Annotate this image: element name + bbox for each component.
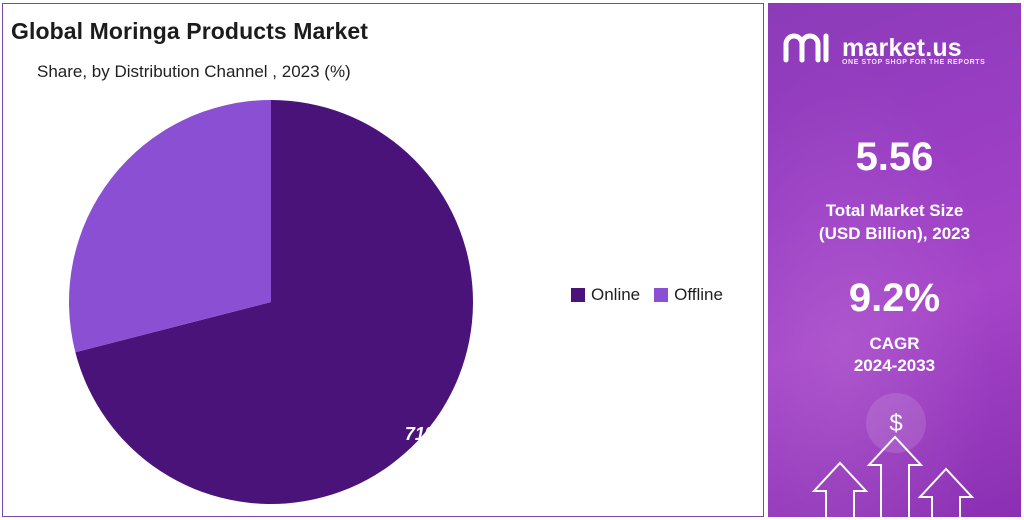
growth-arrows-icon: $	[811, 393, 975, 517]
chart-legend: Online Offline	[571, 285, 737, 305]
legend-label-online: Online	[591, 285, 641, 304]
brand-tagline: ONE STOP SHOP FOR THE REPORTS	[842, 59, 986, 66]
chart-panel: Global Moringa Products Market Share, by…	[2, 3, 764, 517]
pie-chart: 71%	[68, 100, 474, 504]
market-us-logo-icon	[783, 33, 829, 63]
legend-item-offline: Offline	[654, 285, 723, 305]
cagr-label-line2: 2024-2033	[853, 356, 936, 375]
panel-background-shade	[768, 3, 1021, 517]
legend-swatch-online	[571, 288, 585, 302]
cagr-value: 9.2%	[848, 276, 941, 320]
pie-data-label-online: 71%	[405, 424, 441, 444]
legend-swatch-offline	[654, 288, 669, 302]
market-size-label-line2: (USD Billion), 2023	[818, 224, 971, 243]
chart-subtitle: Share, by Distribution Channel , 2023 (%…	[37, 62, 351, 81]
cagr-label-line1: CAGR	[869, 334, 920, 353]
brand-logo: market.us	[782, 30, 962, 66]
legend-label-offline: Offline	[674, 285, 723, 304]
pie-slice-online	[75, 100, 474, 504]
brand-name: market.us	[842, 33, 962, 62]
market-size-label-line1: Total Market Size	[825, 201, 964, 220]
summary-panel: market.us ONE STOP SHOP FOR THE REPORTS …	[768, 3, 1021, 517]
pie-slice-offline	[68, 100, 271, 353]
legend-item-online: Online	[571, 285, 640, 305]
chart-title: Global Moringa Products Market	[11, 18, 368, 44]
dollar-icon: $	[889, 410, 902, 437]
market-size-value: 5.56	[855, 135, 934, 179]
